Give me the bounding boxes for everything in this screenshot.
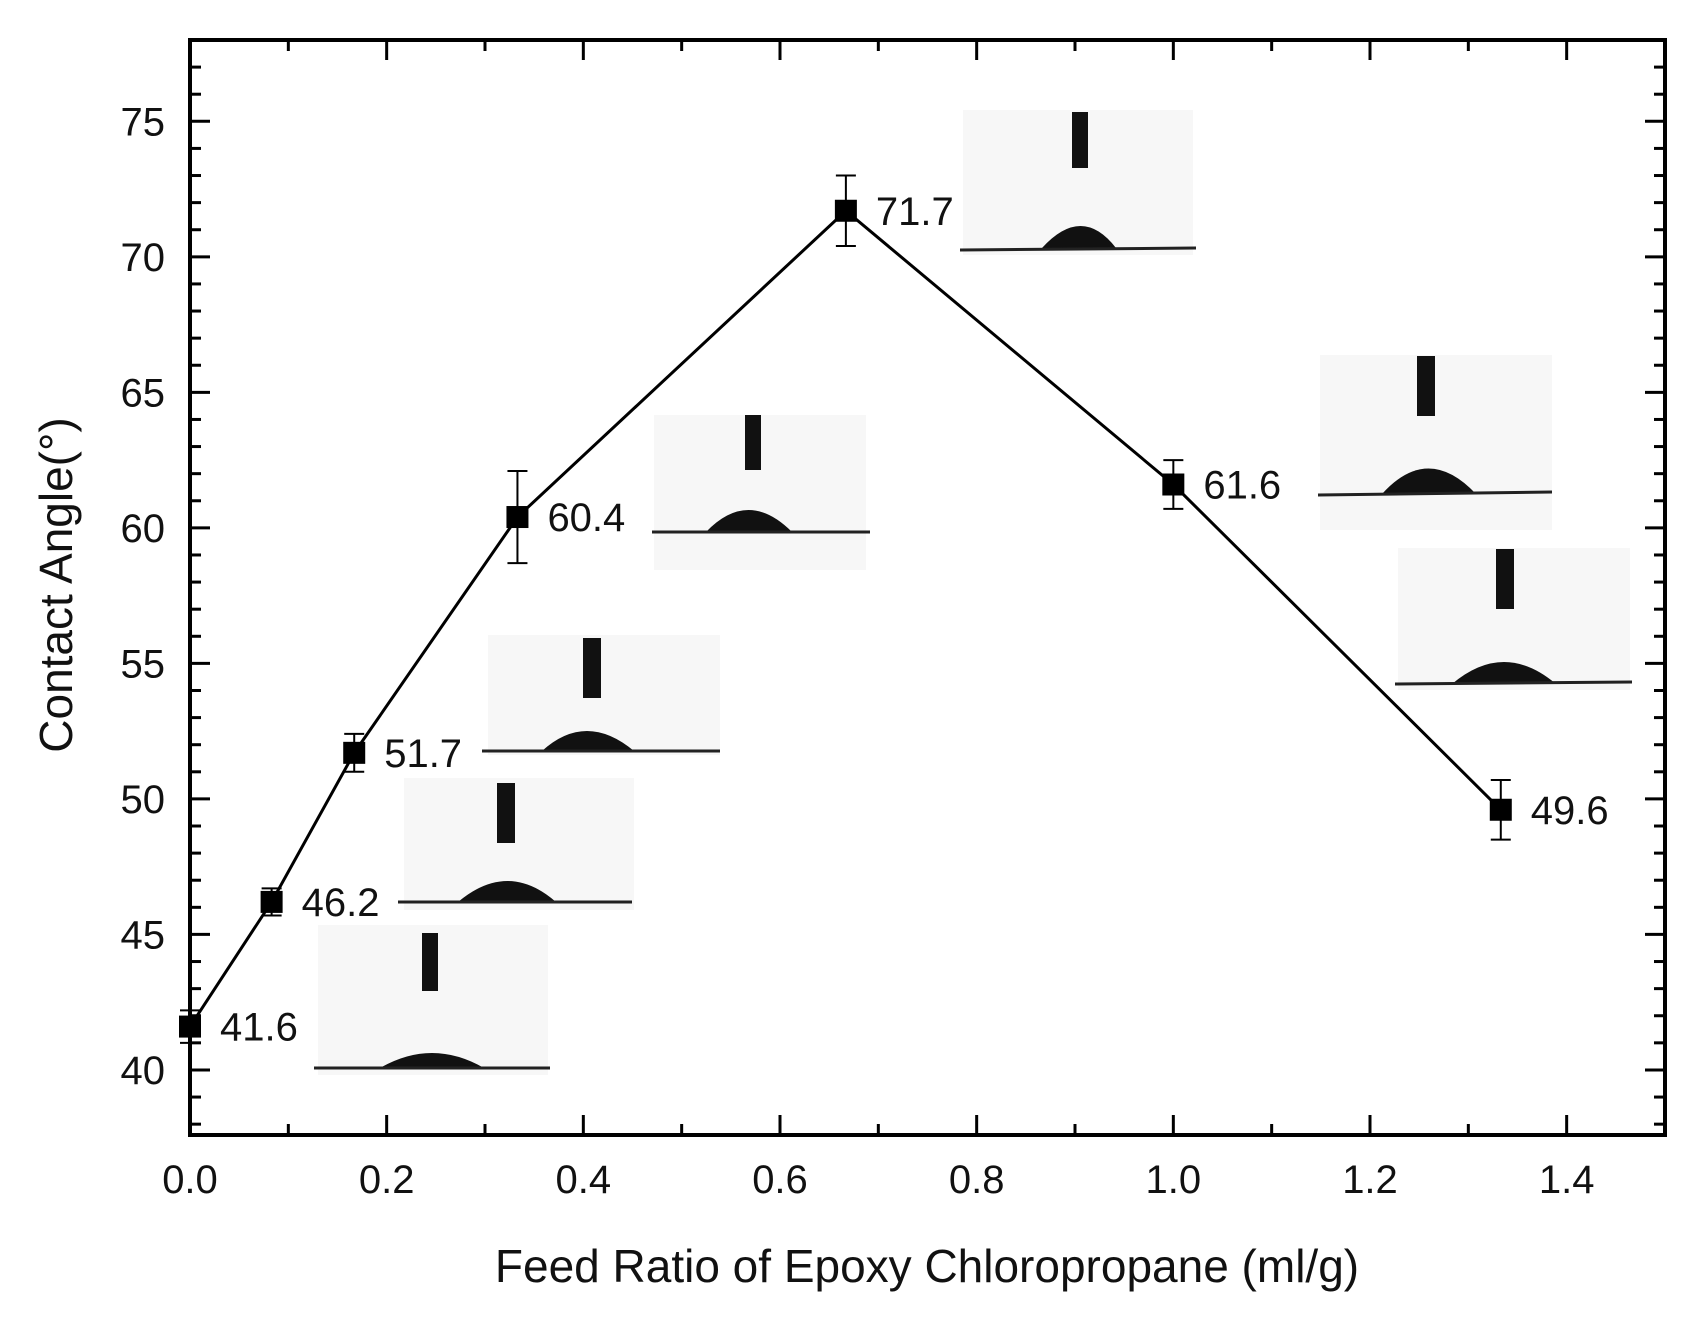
x-tick-label: 0.0 bbox=[162, 1158, 218, 1202]
x-tick-label: 0.2 bbox=[359, 1158, 415, 1202]
data-label: 51.7 bbox=[384, 732, 462, 776]
data-point bbox=[1162, 473, 1185, 496]
droplet-inset-photo bbox=[398, 778, 634, 910]
y-tick-label: 45 bbox=[121, 913, 166, 957]
x-tick-label: 1.4 bbox=[1539, 1158, 1595, 1202]
data-series: 41.6 46.2 51.7 60.4 71.7 61.6 49.6 bbox=[179, 174, 1609, 1050]
x-tick-label: 0.4 bbox=[556, 1158, 612, 1202]
x-tick-label: 0.6 bbox=[752, 1158, 808, 1202]
x-axis-title: Feed Ratio of Epoxy Chloropropane (ml/g) bbox=[495, 1240, 1359, 1292]
data-label: 61.6 bbox=[1203, 464, 1281, 508]
plot-frame bbox=[188, 38, 1667, 1137]
axis-tick-labels: 0.0 0.2 0.4 0.6 0.8 1.0 1.2 1.4 40 45 50 55 60 65 70 75 bbox=[121, 100, 1595, 1202]
y-tick-label: 70 bbox=[121, 236, 166, 280]
data-label: 49.6 bbox=[1531, 789, 1609, 833]
droplet-inset-photo bbox=[314, 925, 550, 1075]
y-axis-title: Contact Angle(°) bbox=[30, 417, 82, 752]
data-label: 41.6 bbox=[220, 1006, 298, 1050]
droplet-inset-photo bbox=[959, 110, 1197, 255]
y-tick-label: 50 bbox=[121, 778, 166, 822]
y-tick-label: 55 bbox=[121, 642, 166, 686]
droplet-inset-photo bbox=[1317, 355, 1553, 530]
data-point bbox=[1489, 798, 1512, 821]
data-point bbox=[834, 199, 857, 222]
data-label: 46.2 bbox=[302, 881, 380, 925]
x-tick-label: 0.8 bbox=[949, 1158, 1005, 1202]
droplet-insets bbox=[314, 110, 1633, 1075]
x-tick-label: 1.2 bbox=[1342, 1158, 1398, 1202]
data-point bbox=[506, 506, 529, 529]
y-tick-label: 75 bbox=[121, 100, 166, 144]
data-label: 60.4 bbox=[547, 496, 625, 540]
data-point bbox=[260, 890, 283, 913]
data-point bbox=[343, 741, 366, 764]
y-tick-label: 40 bbox=[121, 1049, 166, 1093]
y-tick-label: 65 bbox=[121, 371, 166, 415]
droplet-inset-photo bbox=[482, 635, 720, 755]
x-tick-label: 1.0 bbox=[1146, 1158, 1202, 1202]
droplet-inset-photo bbox=[652, 415, 870, 570]
droplet-inset-photo bbox=[1394, 548, 1633, 690]
data-label: 71.7 bbox=[876, 190, 954, 234]
y-tick-label: 60 bbox=[121, 507, 166, 551]
